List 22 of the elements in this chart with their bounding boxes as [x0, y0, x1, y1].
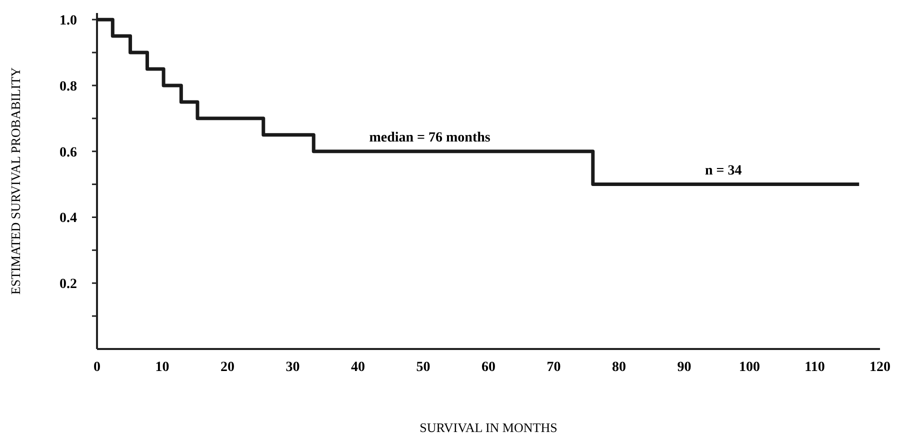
y-tick-label: 0.2 — [60, 277, 77, 292]
y-tick-label: 1.0 — [60, 13, 77, 28]
x-tick-label: 110 — [804, 360, 825, 375]
y-tick-label: 0.6 — [60, 145, 77, 160]
x-axis-title: SURVIVAL IN MONTHS — [420, 420, 558, 435]
x-tick-label: 70 — [546, 360, 561, 375]
x-tick-label: 40 — [351, 360, 365, 375]
x-tick-label: 30 — [286, 360, 300, 375]
x-tick-label: 0 — [94, 360, 100, 375]
x-tick-label: 20 — [220, 360, 234, 375]
x-tick-label: 10 — [155, 360, 170, 375]
annotation: median = 76 months — [369, 130, 491, 146]
x-tick-label: 90 — [677, 360, 692, 375]
x-tick-label: 80 — [612, 360, 626, 375]
x-tick-label: 60 — [482, 360, 496, 375]
y-tick-label: 0.8 — [60, 79, 77, 94]
x-tick-label: 100 — [739, 360, 760, 375]
annotation: n = 34 — [705, 163, 742, 178]
x-tick-label: 50 — [416, 360, 430, 375]
y-axis-title: ESTIMATED SURVIVAL PROBABILITY — [8, 66, 23, 295]
y-tick-label: 0.4 — [60, 211, 77, 226]
x-tick-label: 120 — [870, 360, 890, 375]
